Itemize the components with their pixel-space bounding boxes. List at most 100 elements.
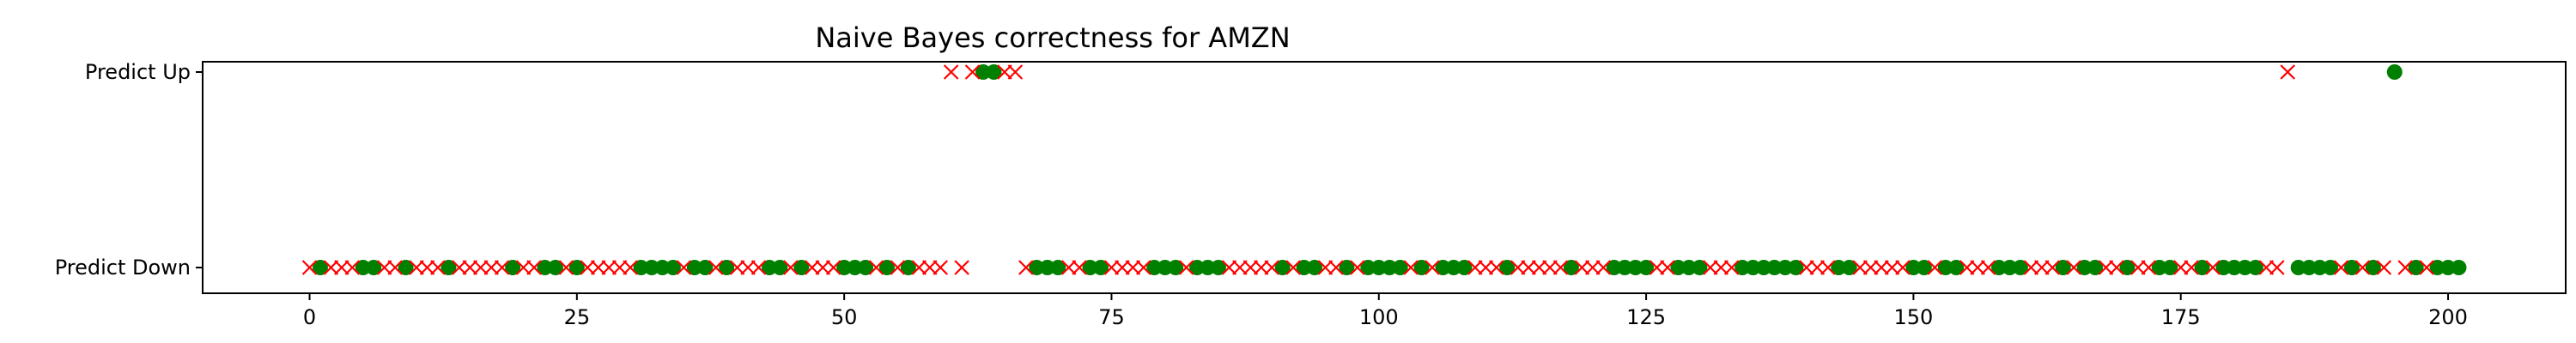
- correct-point: [793, 260, 810, 275]
- incorrect-point: [526, 260, 542, 275]
- correct-point: [2076, 260, 2093, 275]
- incorrect-point: [1232, 260, 1248, 275]
- incorrect-point: [376, 260, 392, 275]
- y-tick-label: Predict Down: [55, 256, 191, 280]
- correct-point: [2429, 260, 2445, 275]
- incorrect-point: [2098, 260, 2114, 275]
- correct-point: [1200, 260, 1216, 275]
- incorrect-point: [1521, 260, 1536, 275]
- correct-point: [2301, 260, 2318, 275]
- correct-point: [686, 260, 702, 275]
- correct-point: [2290, 260, 2306, 275]
- correct-point: [1916, 260, 1932, 275]
- incorrect-point: [2333, 260, 2349, 275]
- correct-point: [366, 260, 382, 275]
- incorrect-point: [1328, 260, 1344, 275]
- correct-point: [1146, 260, 1163, 275]
- incorrect-point: [964, 64, 981, 80]
- correct-point: [644, 260, 660, 275]
- incorrect-point: [409, 260, 424, 275]
- y-tick-label: Predict Up: [85, 60, 191, 84]
- correct-point: [1948, 260, 1965, 275]
- correct-point: [2408, 260, 2424, 275]
- incorrect-point: [2184, 260, 2199, 275]
- x-tick-label: 50: [831, 305, 858, 329]
- incorrect-point: [1478, 260, 1494, 275]
- incorrect-point: [1425, 260, 1440, 275]
- correct-point: [697, 260, 714, 275]
- incorrect-point: [1723, 260, 1740, 275]
- incorrect-point: [1285, 260, 1301, 275]
- incorrect-point: [623, 260, 638, 275]
- correct-point: [1831, 260, 1847, 275]
- incorrect-point: [1820, 260, 1836, 275]
- incorrect-point: [1060, 260, 1077, 275]
- incorrect-point: [515, 260, 532, 275]
- correct-point: [1360, 260, 1376, 275]
- correct-point: [633, 260, 649, 275]
- incorrect-point: [1852, 260, 1868, 275]
- correct-point: [2365, 260, 2381, 275]
- incorrect-point: [1488, 260, 1504, 275]
- correct-point: [986, 64, 1002, 80]
- correct-point: [1168, 260, 1184, 275]
- incorrect-point: [2023, 260, 2039, 275]
- correct-point: [312, 260, 328, 275]
- correct-point: [398, 260, 414, 275]
- correct-point: [1499, 260, 1516, 275]
- incorrect-point: [954, 260, 969, 275]
- incorrect-point: [1350, 260, 1365, 275]
- correct-point: [900, 260, 916, 275]
- correct-point: [858, 260, 874, 275]
- incorrect-point: [1970, 260, 1985, 275]
- incorrect-point: [334, 260, 349, 275]
- correct-point: [2055, 260, 2071, 275]
- correct-point: [2215, 260, 2232, 275]
- correct-point: [1274, 260, 1291, 275]
- incorrect-point: [890, 260, 906, 275]
- correct-point: [1456, 260, 1473, 275]
- incorrect-point: [2034, 260, 2050, 275]
- correct-point: [1157, 260, 1173, 275]
- correct-point: [2087, 260, 2104, 275]
- correct-point: [665, 260, 681, 275]
- correct-point: [1937, 260, 1953, 275]
- incorrect-point: [750, 260, 767, 275]
- incorrect-point: [2066, 260, 2081, 275]
- incorrect-point: [2130, 260, 2146, 275]
- correct-point: [1756, 260, 1772, 275]
- incorrect-point: [1178, 260, 1194, 275]
- correct-point: [1445, 260, 1461, 275]
- correct-point: [1680, 260, 1697, 275]
- incorrect-point: [805, 260, 820, 275]
- incorrect-point: [1531, 260, 1547, 275]
- x-tick-label: 25: [564, 305, 591, 329]
- correct-point: [2247, 260, 2263, 275]
- chart-title: Naive Bayes correctness for AMZN: [815, 21, 1290, 54]
- incorrect-point: [301, 260, 318, 275]
- incorrect-point: [1510, 260, 1526, 275]
- incorrect-point: [1317, 260, 1334, 275]
- correct-point: [1670, 260, 1686, 275]
- correct-point: [1627, 260, 1643, 275]
- incorrect-point: [1959, 260, 1975, 275]
- correct-point: [1029, 260, 1045, 275]
- correct-point: [654, 260, 671, 275]
- incorrect-point: [419, 260, 435, 275]
- incorrect-point: [921, 260, 938, 275]
- incorrect-point: [1115, 260, 1130, 275]
- correct-point: [1991, 260, 2008, 275]
- incorrect-point: [1125, 260, 1141, 275]
- correct-point: [2226, 260, 2242, 275]
- incorrect-point: [815, 260, 831, 275]
- correct-point: [1413, 260, 1430, 275]
- incorrect-point: [580, 260, 596, 275]
- x-tick-label: 125: [1626, 305, 1666, 329]
- correct-point: [2440, 260, 2457, 275]
- incorrect-point: [1585, 260, 1601, 275]
- correct-point: [1307, 260, 1323, 275]
- incorrect-point: [2044, 260, 2061, 275]
- correct-point: [2323, 260, 2339, 275]
- incorrect-point: [2172, 260, 2189, 275]
